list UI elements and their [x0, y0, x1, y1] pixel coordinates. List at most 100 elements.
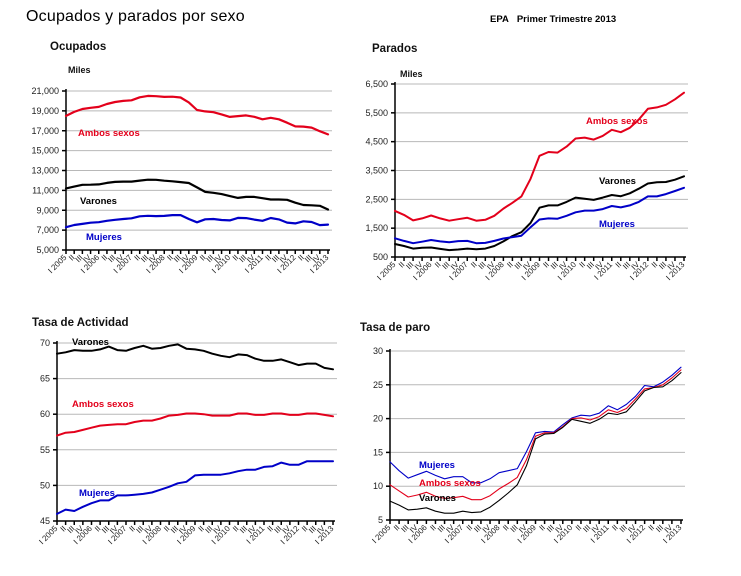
x-tick-label: II [469, 260, 479, 270]
series-line-varones [389, 372, 682, 514]
x-tick-label: III [270, 253, 281, 264]
x-tick-label: III [172, 253, 183, 264]
x-tick-label: II [59, 524, 69, 534]
x-tick-label: II [541, 260, 551, 270]
series-line-varones [394, 175, 685, 252]
y-axis-unit-label: Miles [68, 65, 91, 75]
series-line-mujeres [394, 186, 685, 245]
x-tick-label: II [537, 523, 547, 533]
x-tick-label: III [204, 524, 215, 535]
x-tick-label: II [647, 523, 657, 533]
x-tick-label: III [441, 260, 452, 271]
y-tick-label: 10 [373, 481, 383, 491]
series-label-ambos-sexos: Ambos sexos [72, 399, 134, 410]
y-tick-label: 15 [373, 447, 383, 457]
x-tick-label: II [610, 523, 620, 533]
x-tick-label: III [273, 524, 284, 535]
x-tick-label: II [578, 260, 588, 270]
x-tick-label: III [303, 253, 314, 264]
x-tick-label: II [614, 260, 624, 270]
series-line-varones [64, 178, 330, 211]
x-tick-label: III [74, 253, 85, 264]
y-tick-label: 7,000 [36, 225, 59, 235]
x-tick-label: I 2005 [370, 523, 392, 545]
x-tick-label: II [501, 523, 511, 533]
y-tick-label: 3,500 [365, 166, 388, 176]
x-tick-label: II [505, 260, 515, 270]
x-tick-label: II [428, 523, 438, 533]
x-tick-label: III [621, 260, 632, 271]
y-tick-label: 45 [40, 516, 50, 526]
x-tick-label: II [93, 524, 103, 534]
x-tick-label: II [100, 253, 110, 263]
x-tick-label: III [509, 523, 520, 534]
x-tick-label: II [198, 253, 208, 263]
y-tick-label: 30 [373, 346, 383, 356]
x-tick-label: III [581, 523, 592, 534]
x-tick-label: II [165, 253, 175, 263]
series-label-mujeres: Mujeres [86, 232, 122, 243]
x-tick-label: III [472, 523, 483, 534]
x-tick-label: III [513, 260, 524, 271]
x-tick-label: II [397, 260, 407, 270]
page-title: Ocupados y parados por sexo [26, 8, 245, 25]
x-tick-label: III [477, 260, 488, 271]
y-tick-label: 55 [40, 445, 50, 455]
y-tick-label: 70 [40, 338, 50, 348]
x-tick-label: II [574, 523, 584, 533]
y-tick-label: 2,500 [365, 194, 388, 204]
x-tick-label: III [237, 253, 248, 264]
y-tick-label: 50 [40, 480, 50, 490]
series-label-ambos-sexos: Ambos sexos [419, 478, 481, 489]
x-tick-label: III [238, 524, 249, 535]
x-tick-label: II [266, 524, 276, 534]
y-tick-label: 15,000 [31, 146, 59, 156]
series-label-varones: Varones [599, 176, 636, 187]
period-label: Primer Trimestre 2013 [516, 14, 617, 25]
series-label-mujeres: Mujeres [419, 460, 455, 471]
x-tick-label: II [231, 524, 241, 534]
y-tick-label: 13,000 [31, 166, 59, 176]
x-tick-label: III [654, 523, 665, 534]
y-tick-label: 4,500 [365, 137, 388, 147]
series-line-ambos-sexos [64, 94, 330, 136]
x-tick-label: II [231, 253, 241, 263]
y-tick-label: 1,500 [365, 223, 388, 233]
x-tick-label: II [67, 253, 77, 263]
series-line-ambos-sexos [394, 91, 685, 222]
series-label-mujeres: Mujeres [599, 219, 635, 230]
y-axis-unit-label: Miles [400, 69, 423, 79]
x-tick-label: II [296, 253, 306, 263]
series-line-mujeres [56, 460, 334, 515]
y-tick-label: 65 [40, 374, 50, 384]
series-line-mujeres [389, 366, 682, 484]
x-tick-label: II [264, 253, 274, 263]
x-tick-label: I 2005 [375, 260, 397, 282]
x-tick-label: III [106, 253, 117, 264]
x-tick-label: III [205, 253, 216, 264]
y-tick-label: 5,500 [365, 108, 388, 118]
series-line-ambos-sexos [389, 369, 682, 501]
chart-parados: Parados Miles 500 1,500 2,500 3,500 4,500 5,500… [365, 43, 688, 282]
y-tick-label: 11,000 [32, 185, 59, 195]
x-tick-label: II [465, 523, 475, 533]
x-tick-label: III [400, 523, 411, 534]
y-tick-label: 5,000 [36, 245, 59, 255]
x-tick-label: III [618, 523, 629, 534]
x-tick-label: III [66, 524, 77, 535]
series-label-ambos-sexos: Ambos sexos [78, 128, 140, 139]
x-tick-label: II [197, 524, 207, 534]
y-tick-label: 500 [373, 252, 388, 262]
x-tick-label: III [545, 523, 556, 534]
x-tick-label: II [650, 260, 660, 270]
y-tick-label: 20 [373, 414, 383, 424]
series-line-mujeres [64, 214, 330, 229]
series-line-varones [56, 343, 334, 371]
series-line-ambos-sexos [56, 412, 334, 437]
series-label-varones: Varones [419, 493, 456, 504]
x-tick-label: I 2005 [46, 253, 68, 275]
x-tick-label: II [128, 524, 138, 534]
y-tick-label: 25 [373, 380, 383, 390]
x-tick-label: II [133, 253, 143, 263]
